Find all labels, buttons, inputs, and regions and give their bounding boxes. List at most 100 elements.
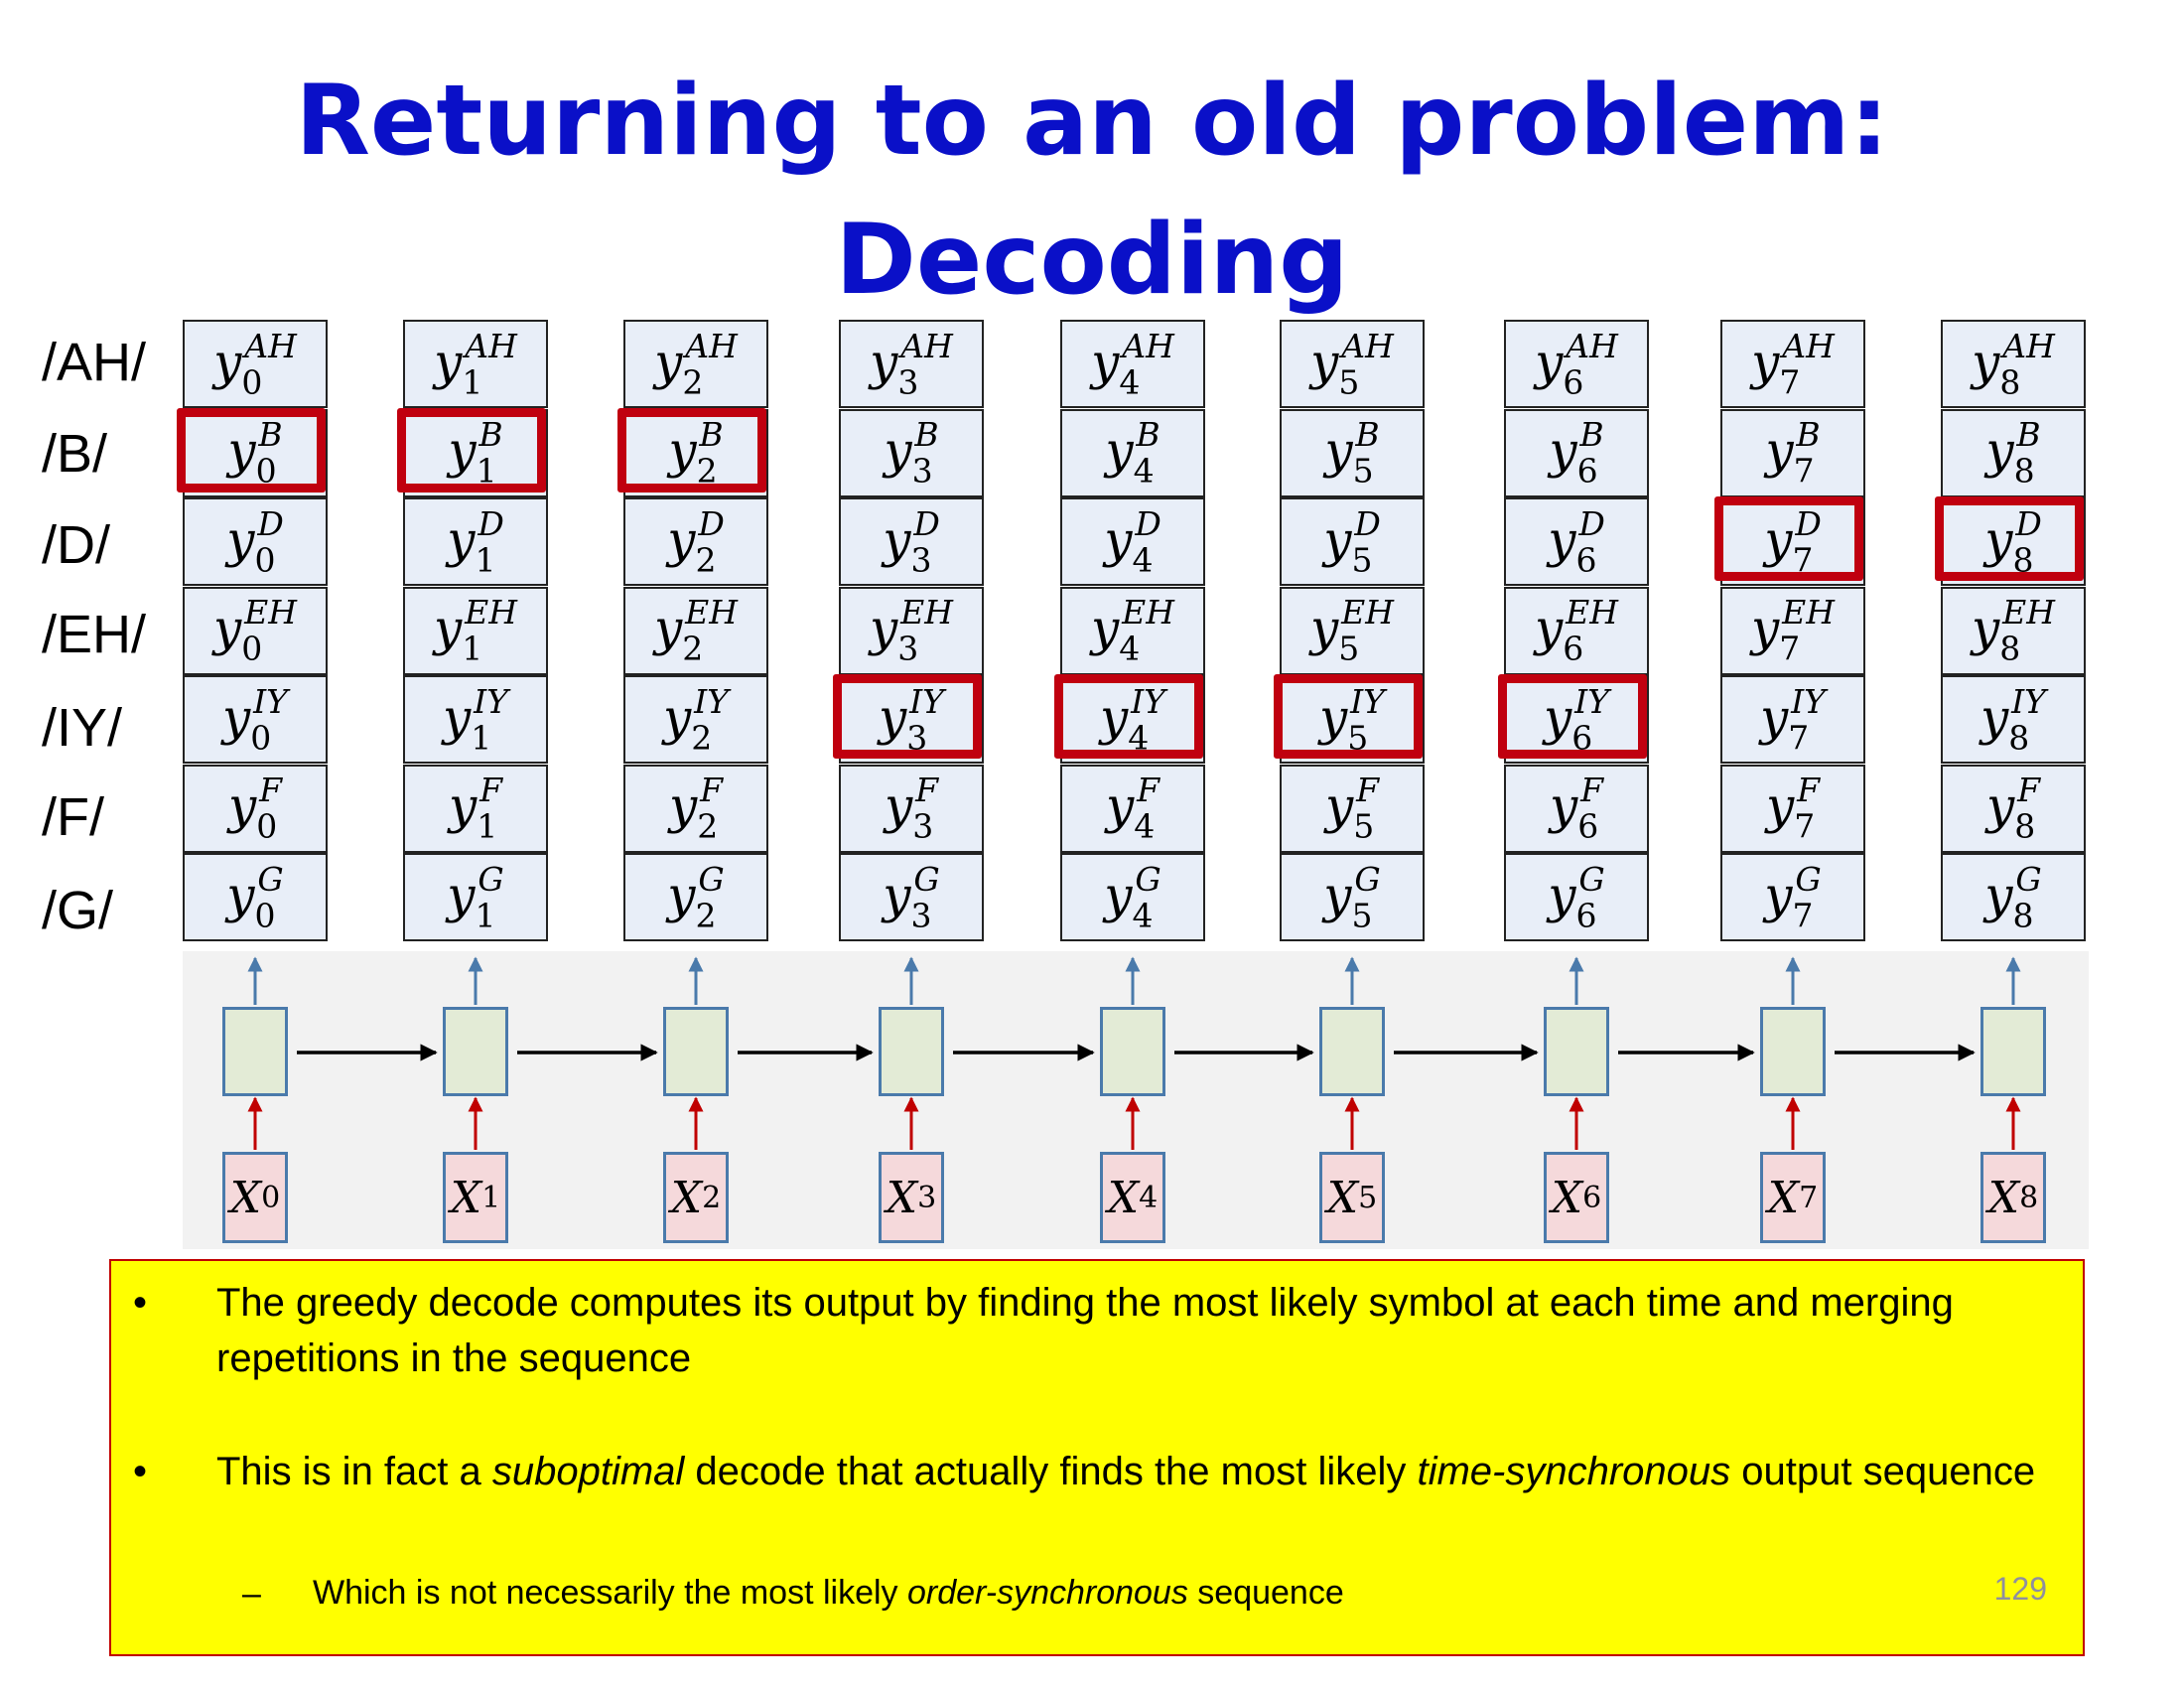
cell-g-t1: y1G <box>403 853 548 941</box>
cell-f-t8: y8F <box>1941 764 2086 853</box>
cell-ah-t7: y7AH <box>1720 320 1865 408</box>
cell-g-t8: y8G <box>1941 853 2086 941</box>
hidden-unit-t6 <box>1544 1007 1609 1096</box>
sub-bullet-dash: – <box>242 1575 261 1613</box>
row-label-eh: /EH/ <box>42 605 147 664</box>
cell-b-t3: y3B <box>839 408 984 497</box>
sub-bullet-post: sequence <box>1187 1574 1344 1612</box>
row-label-ah: /AH/ <box>42 333 147 392</box>
notes-box: • The greedy decode computes its output … <box>109 1259 2085 1656</box>
cell-g-t3: y3G <box>839 853 984 941</box>
cell-b-t6: y6B <box>1504 408 1649 497</box>
bullet-2-pre: This is in fact a <box>216 1450 492 1493</box>
row-label-f: /F/ <box>42 787 104 847</box>
cell-g-t2: y2G <box>623 853 768 941</box>
title-line-2: Decoding <box>835 204 1349 317</box>
hidden-unit-t2 <box>663 1007 729 1096</box>
cell-f-t7: y7F <box>1720 764 1865 853</box>
cell-d-t8: y8D <box>1941 497 2086 586</box>
cell-ah-t1: y1AH <box>403 320 548 408</box>
cell-eh-t8: y8EH <box>1941 586 2086 675</box>
cell-g-t6: y6G <box>1504 853 1649 941</box>
hidden-unit-t4 <box>1100 1007 1165 1096</box>
cell-d-t5: y5D <box>1280 497 1425 586</box>
row-label-g: /G/ <box>42 881 114 940</box>
cell-eh-t7: y7EH <box>1720 586 1865 675</box>
bullet-2-post: output sequence <box>1730 1450 2036 1493</box>
cell-ah-t5: y5AH <box>1280 320 1425 408</box>
cell-d-t4: y4D <box>1060 497 1205 586</box>
cell-iy-t8: y8IY <box>1941 675 2086 764</box>
cell-eh-t0: y0EH <box>183 586 328 675</box>
sub-bullet-text: Which is not necessarily the most likely… <box>313 1569 1344 1617</box>
sub-bullet-pre: Which is not necessarily the most likely <box>313 1574 907 1612</box>
highlight-b-t1 <box>397 407 546 492</box>
cell-d-t7: y7D <box>1720 497 1865 586</box>
highlight-iy-t6 <box>1498 674 1647 759</box>
cell-g-t0: y0G <box>183 853 328 941</box>
highlight-iy-t4 <box>1054 674 1203 759</box>
hidden-unit-t0 <box>222 1007 288 1096</box>
hidden-unit-t3 <box>879 1007 944 1096</box>
cell-ah-t2: y2AH <box>623 320 768 408</box>
cell-f-t4: y4F <box>1060 764 1205 853</box>
cell-f-t0: y0F <box>183 764 328 853</box>
cell-d-t1: y1D <box>403 497 548 586</box>
highlight-d-t7 <box>1714 496 1863 581</box>
cell-eh-t6: y6EH <box>1504 586 1649 675</box>
cell-f-t6: y6F <box>1504 764 1649 853</box>
cell-b-t2: y2B <box>623 408 768 497</box>
cell-g-t5: y5G <box>1280 853 1425 941</box>
cell-d-t2: y2D <box>623 497 768 586</box>
bullet-marker-1: • <box>133 1281 148 1325</box>
cell-f-t2: y2F <box>623 764 768 853</box>
hidden-unit-t7 <box>1760 1007 1826 1096</box>
cell-b-t8: y8B <box>1941 408 2086 497</box>
cell-g-t4: y4G <box>1060 853 1205 941</box>
highlight-iy-t5 <box>1274 674 1423 759</box>
cell-eh-t5: y5EH <box>1280 586 1425 675</box>
cell-ah-t4: y4AH <box>1060 320 1205 408</box>
cell-iy-t3: y3IY <box>839 675 984 764</box>
highlight-b-t2 <box>617 407 766 492</box>
cell-b-t0: y0B <box>183 408 328 497</box>
cell-iy-t6: y6IY <box>1504 675 1649 764</box>
cell-iy-t0: y0IY <box>183 675 328 764</box>
hidden-unit-t8 <box>1980 1007 2046 1096</box>
cell-b-t1: y1B <box>403 408 548 497</box>
cell-ah-t6: y6AH <box>1504 320 1649 408</box>
cell-d-t0: y0D <box>183 497 328 586</box>
bullet-2-mid: decode that actually finds the most like… <box>684 1450 1418 1493</box>
page-number: 129 <box>1993 1571 2047 1607</box>
row-label-b: /B/ <box>42 424 108 484</box>
bullet-1-text: The greedy decode computes its output by… <box>216 1281 1954 1380</box>
cell-b-t4: y4B <box>1060 408 1205 497</box>
sub-bullet-em: order-synchronous <box>906 1574 1188 1612</box>
highlight-iy-t3 <box>833 674 982 759</box>
cell-f-t5: y5F <box>1280 764 1425 853</box>
cell-f-t3: y3F <box>839 764 984 853</box>
cell-iy-t5: y5IY <box>1280 675 1425 764</box>
row-label-iy: /IY/ <box>42 698 123 758</box>
bullet-2-em-time-synchronous: time-synchronous <box>1417 1450 1731 1493</box>
cell-ah-t3: y3AH <box>839 320 984 408</box>
hidden-unit-t5 <box>1319 1007 1385 1096</box>
cell-ah-t0: y0AH <box>183 320 328 408</box>
cell-d-t3: y3D <box>839 497 984 586</box>
cell-f-t1: y1F <box>403 764 548 853</box>
cell-b-t5: y5B <box>1280 408 1425 497</box>
title-line-1: Returning to an old problem: <box>295 65 1889 178</box>
cell-eh-t2: y2EH <box>623 586 768 675</box>
cell-eh-t4: y4EH <box>1060 586 1205 675</box>
bullet-2-text: This is in fact a suboptimal decode that… <box>216 1444 2043 1499</box>
cell-ah-t8: y8AH <box>1941 320 2086 408</box>
row-label-d: /D/ <box>42 515 111 575</box>
slide-title: Returning to an old problem: Decoding <box>0 52 2184 330</box>
hidden-unit-t1 <box>443 1007 508 1096</box>
